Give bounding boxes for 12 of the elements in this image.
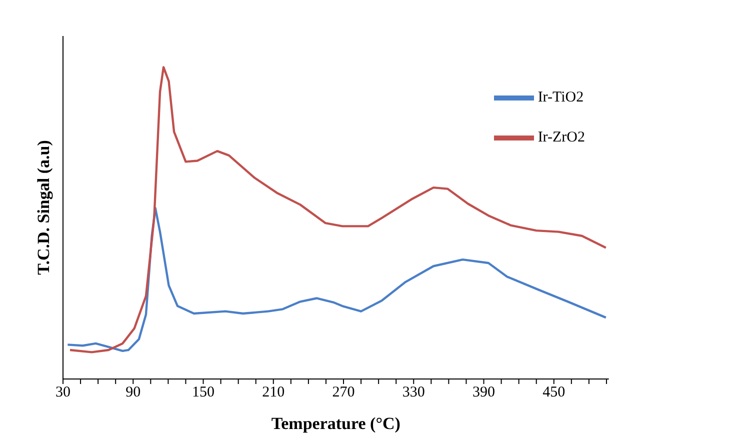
x-tick-label: 390 xyxy=(472,384,496,401)
y-axis-title: T.C.D. Singal (a.u) xyxy=(34,140,54,275)
x-tick-label: 330 xyxy=(402,384,425,401)
x-tick-label: 150 xyxy=(192,384,214,401)
legend-label: Ir-ZrO2 xyxy=(538,129,585,146)
x-tick-label: 210 xyxy=(262,384,285,401)
x-tick-label: 90 xyxy=(126,384,141,401)
x-tick-label: 30 xyxy=(56,384,70,401)
x-axis-title: Temperature (°C) xyxy=(271,414,400,434)
legend-label: Ir-TiO2 xyxy=(538,89,584,106)
x-tick-label: 450 xyxy=(542,384,566,401)
x-tick-label: 270 xyxy=(332,384,355,401)
